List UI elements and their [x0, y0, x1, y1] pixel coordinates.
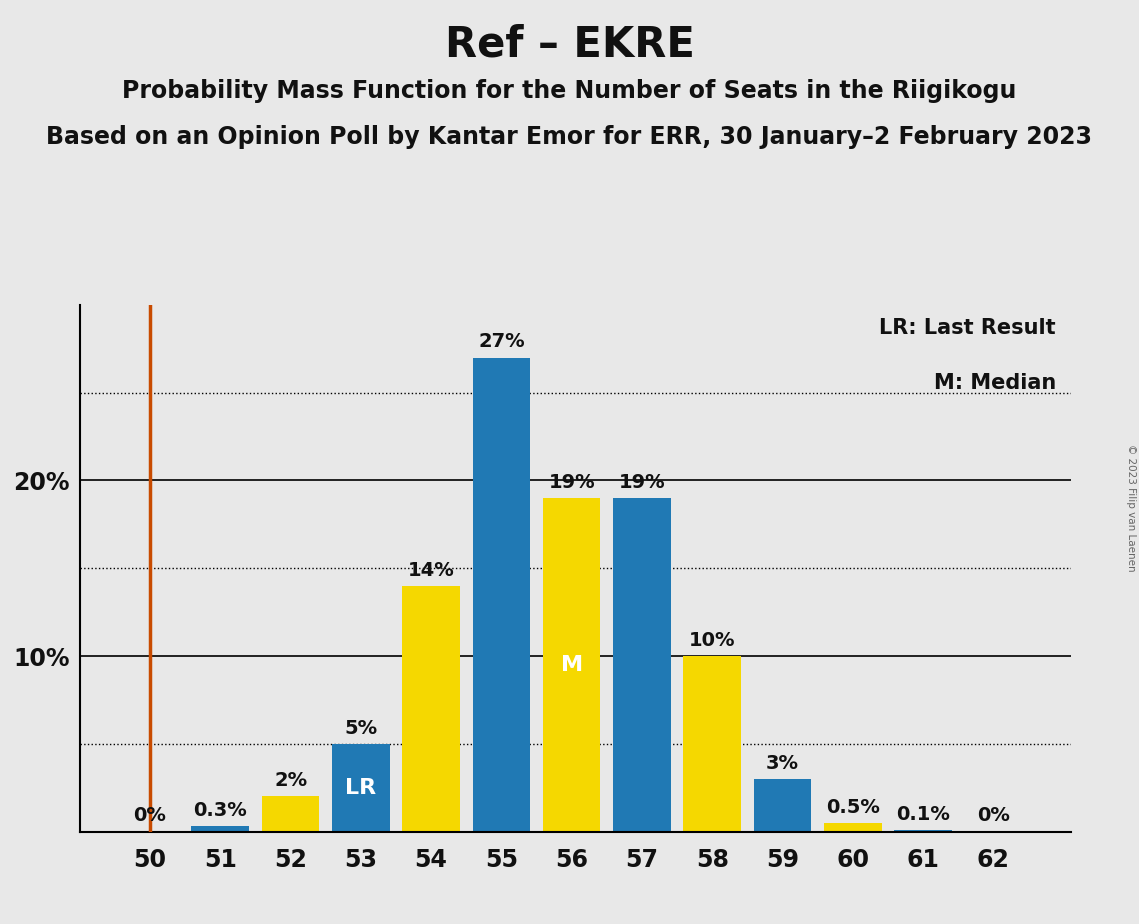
Text: 27%: 27% — [478, 333, 525, 351]
Text: LR: Last Result: LR: Last Result — [879, 318, 1056, 338]
Text: 0%: 0% — [133, 807, 166, 825]
Text: 0.3%: 0.3% — [194, 801, 247, 821]
Text: Probability Mass Function for the Number of Seats in the Riigikogu: Probability Mass Function for the Number… — [122, 79, 1017, 103]
Text: 19%: 19% — [548, 473, 595, 492]
Text: 0.5%: 0.5% — [826, 797, 879, 817]
Bar — [754, 779, 811, 832]
Bar — [191, 826, 249, 832]
Bar — [262, 796, 319, 832]
Bar — [823, 822, 882, 832]
Text: 10%: 10% — [689, 631, 736, 650]
Bar — [473, 358, 531, 832]
Text: Based on an Opinion Poll by Kantar Emor for ERR, 30 January–2 February 2023: Based on an Opinion Poll by Kantar Emor … — [47, 125, 1092, 149]
Text: 2%: 2% — [274, 772, 308, 790]
Text: 0.1%: 0.1% — [896, 805, 950, 823]
Text: 3%: 3% — [767, 754, 800, 772]
Bar — [333, 744, 390, 832]
Text: M: Median: M: Median — [934, 373, 1056, 394]
Text: LR: LR — [345, 778, 376, 797]
Text: 5%: 5% — [344, 719, 377, 737]
Text: 19%: 19% — [618, 473, 665, 492]
Bar — [894, 830, 952, 832]
Bar — [613, 498, 671, 832]
Bar — [402, 586, 460, 832]
Text: Ref – EKRE: Ref – EKRE — [444, 23, 695, 65]
Text: © 2023 Filip van Laenen: © 2023 Filip van Laenen — [1126, 444, 1136, 572]
Bar — [683, 656, 741, 832]
Text: 0%: 0% — [977, 807, 1010, 825]
Bar — [543, 498, 600, 832]
Text: 14%: 14% — [408, 561, 454, 579]
Text: M: M — [560, 655, 583, 675]
